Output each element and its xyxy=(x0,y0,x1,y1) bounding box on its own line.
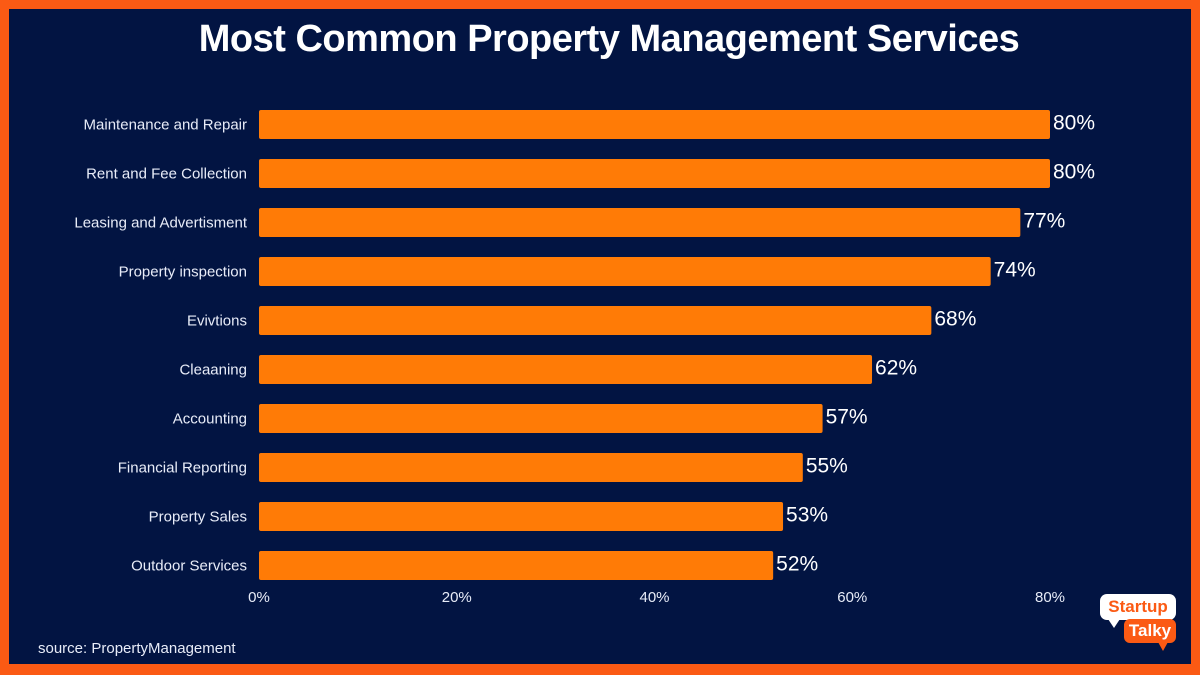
data-label: 53% xyxy=(786,504,828,527)
bar xyxy=(259,551,774,580)
category-label: Leasing and Advertisment xyxy=(74,215,247,232)
data-label: 55% xyxy=(806,455,848,478)
data-label: 57% xyxy=(826,406,868,429)
data-label: 52% xyxy=(776,553,818,576)
source-note: source: PropertyManagement xyxy=(38,640,236,657)
category-label: Rent and Fee Collection xyxy=(86,166,247,183)
category-label: Accounting xyxy=(173,411,247,428)
bar xyxy=(259,502,784,531)
bar xyxy=(259,208,1021,237)
value-labels: 80% 80% 77% 74% 68% 62% 57% 55% 53% 52% xyxy=(776,112,1095,576)
bar xyxy=(259,404,823,433)
category-label: Maintenance and Repair xyxy=(84,117,247,134)
logo-line2: Talky xyxy=(1124,619,1176,651)
logo-line1: Startup xyxy=(1100,594,1176,628)
chart-title: Most Common Property Management Services xyxy=(198,18,1020,60)
x-tick-label: 60% xyxy=(837,589,867,606)
category-label: Outdoor Services xyxy=(131,558,247,575)
data-label: 74% xyxy=(994,259,1036,282)
bars xyxy=(259,110,1050,580)
category-label: Evivtions xyxy=(187,313,247,330)
bar xyxy=(259,355,873,384)
category-label: Property Sales xyxy=(149,509,247,526)
x-tick-label: 40% xyxy=(639,589,669,606)
bar xyxy=(259,159,1050,188)
x-tick-label: 20% xyxy=(442,589,472,606)
category-label: Property inspection xyxy=(119,264,247,281)
x-tick-label: 80% xyxy=(1035,589,1065,606)
category-labels: Maintenance and Repair Rent and Fee Colle… xyxy=(74,117,247,575)
startuptalky-logo: Startup Talky xyxy=(1098,592,1180,652)
data-label: 77% xyxy=(1023,210,1065,233)
bar xyxy=(259,110,1050,139)
bar xyxy=(259,306,932,335)
bar xyxy=(259,257,991,286)
data-label: 80% xyxy=(1053,112,1095,135)
x-tick-label: 0% xyxy=(248,589,270,606)
bar xyxy=(259,453,803,482)
data-label: 62% xyxy=(875,357,917,380)
category-label: Financial Reporting xyxy=(118,460,247,477)
data-label: 68% xyxy=(934,308,976,331)
x-axis-ticks: 0% 20% 40% 60% 80% xyxy=(248,589,1065,606)
category-label: Cleaaning xyxy=(179,362,247,379)
data-label: 80% xyxy=(1053,161,1095,184)
